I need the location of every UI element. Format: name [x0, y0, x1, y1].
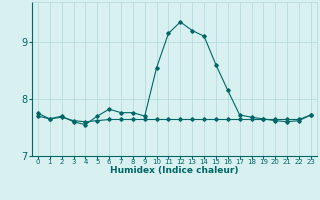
X-axis label: Humidex (Indice chaleur): Humidex (Indice chaleur) — [110, 166, 239, 175]
